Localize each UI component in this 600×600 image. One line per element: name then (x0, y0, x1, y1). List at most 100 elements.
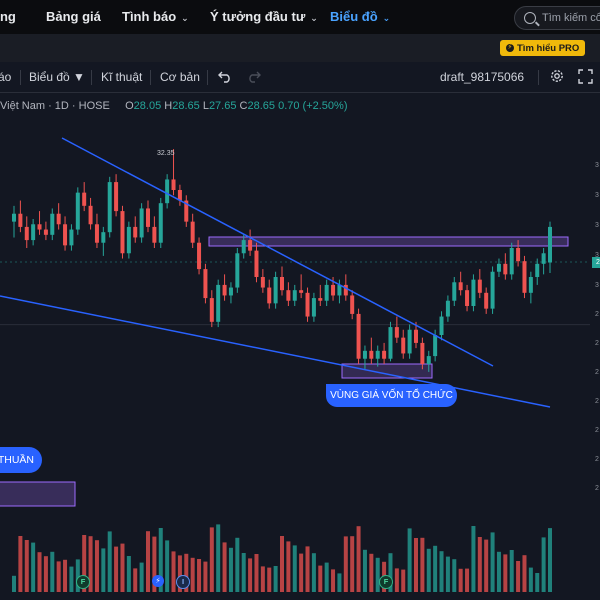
search-placeholder: Tìm kiếm cổ p (542, 12, 600, 24)
event-badge-f[interactable]: F (76, 575, 90, 589)
chevron-down-icon: ⌄ (181, 13, 189, 23)
volume-bar (139, 562, 144, 592)
volume-bar (12, 575, 16, 592)
symbol-legend: Việt Nam · 1D · HOSE O28.05 H28.65 L27.6… (0, 100, 347, 112)
gear-icon[interactable] (549, 68, 565, 84)
candle-body (471, 279, 476, 306)
left-callout[interactable]: THUẦN (0, 447, 42, 473)
candle-body (496, 263, 501, 272)
nav-item-charts[interactable]: Biểu đồ ⌄ (330, 9, 391, 24)
nav-item-overview[interactable]: ổng (0, 9, 16, 24)
volume-bar (516, 561, 521, 592)
undo-icon[interactable] (218, 71, 232, 83)
volume-bar (267, 567, 272, 592)
event-badge-f[interactable]: F (379, 575, 393, 589)
price-axis-label: 2 (595, 340, 599, 347)
technical-button[interactable]: Kĩ thuật (101, 70, 143, 84)
candle-body (184, 200, 189, 222)
candle-body (318, 298, 323, 301)
candle-body (375, 350, 380, 359)
volume-bar (120, 543, 125, 592)
cost-zone-callout[interactable]: VÙNG GIÁ VỐN TỔ CHỨC (326, 384, 457, 407)
candle-body (197, 242, 202, 270)
candle-body (94, 224, 99, 243)
nav-item-price-board[interactable]: Bảng giá (46, 9, 101, 24)
volume-bar (171, 551, 176, 592)
volume-bar (50, 551, 55, 592)
candle-body (362, 350, 367, 359)
candle-body (305, 292, 310, 317)
learn-pro-button[interactable]: ⚡ Tìm hiểu PRO (500, 40, 586, 56)
candle-body (235, 253, 240, 288)
volume-bar (24, 540, 29, 592)
price-axis-label: 3 (595, 252, 599, 259)
volume-bar (337, 573, 342, 592)
volume-bar (88, 536, 93, 592)
volume-bar (82, 535, 87, 592)
volume-bar (350, 536, 355, 592)
draft-name[interactable]: draft_98175066 (440, 70, 525, 84)
candle-body (311, 298, 316, 317)
volume-bar (439, 551, 444, 592)
volume-bar (241, 553, 246, 592)
candle-body (273, 277, 278, 304)
candle-body (139, 208, 144, 238)
fullscreen-icon[interactable] (578, 69, 593, 84)
candle-body (254, 250, 259, 277)
volume-bar (445, 556, 450, 592)
fundamental-button[interactable]: Cơ bản (160, 70, 200, 84)
volume-bar (401, 569, 406, 592)
volume-bar (535, 573, 540, 592)
candle-body (458, 282, 463, 291)
candle-body (216, 284, 221, 322)
toolbar-divider (207, 70, 208, 85)
price-chart[interactable] (0, 92, 600, 600)
candle-body (522, 261, 527, 293)
candle-body (152, 226, 157, 243)
search-input[interactable]: Tìm kiếm cổ p (514, 6, 600, 30)
volume-bar (318, 565, 323, 592)
nav-item-investment-ideas[interactable]: Ý tưởng đầu tư ⌄ (210, 9, 318, 24)
price-axis-label: 3 (595, 222, 599, 229)
event-badge-info[interactable]: I (176, 575, 190, 589)
volume-bar (94, 540, 99, 592)
candle-body (267, 287, 272, 304)
candle-body (535, 263, 540, 277)
volume-bar (126, 556, 131, 592)
candle-body (356, 313, 361, 359)
volume-bar (522, 555, 527, 592)
volume-bar (107, 531, 112, 592)
redo-icon[interactable] (247, 71, 261, 83)
candle-body (350, 295, 355, 314)
candle-body (222, 284, 227, 296)
candle-body (503, 263, 508, 275)
event-badge-lightning[interactable]: ⚡ (152, 575, 164, 587)
candle-body (369, 350, 374, 359)
candle-body (171, 179, 176, 190)
nav-item-intelligence[interactable]: Tình báo ⌄ (122, 9, 189, 24)
toolbar-item-report[interactable]: áo (0, 70, 12, 84)
volume-bar (509, 550, 514, 592)
candle-body (101, 232, 106, 243)
candle-body (388, 327, 393, 359)
volume-bar (133, 568, 138, 592)
volume-bar (477, 537, 482, 592)
volume-bar (541, 537, 546, 592)
open-label: O (125, 100, 134, 112)
volume-bar (548, 528, 552, 592)
chart-toolbar: áo Biểu đồ ▼ Kĩ thuật Cơ bản draft_98175… (0, 62, 600, 93)
candle-body (88, 205, 93, 225)
candle-body (107, 182, 112, 233)
candle-body (292, 290, 297, 301)
volume-bar (433, 545, 438, 592)
volume-bar (254, 554, 259, 592)
candle-body (18, 213, 23, 227)
candle-body (401, 337, 406, 354)
chart-type-dropdown[interactable]: Biểu đồ ▼ (29, 70, 85, 84)
candle-body (516, 248, 521, 262)
volume-bar (465, 568, 470, 592)
candle-body (477, 279, 482, 293)
volume-bar (165, 540, 170, 592)
candle-body (241, 240, 246, 254)
candle-body (31, 224, 36, 241)
